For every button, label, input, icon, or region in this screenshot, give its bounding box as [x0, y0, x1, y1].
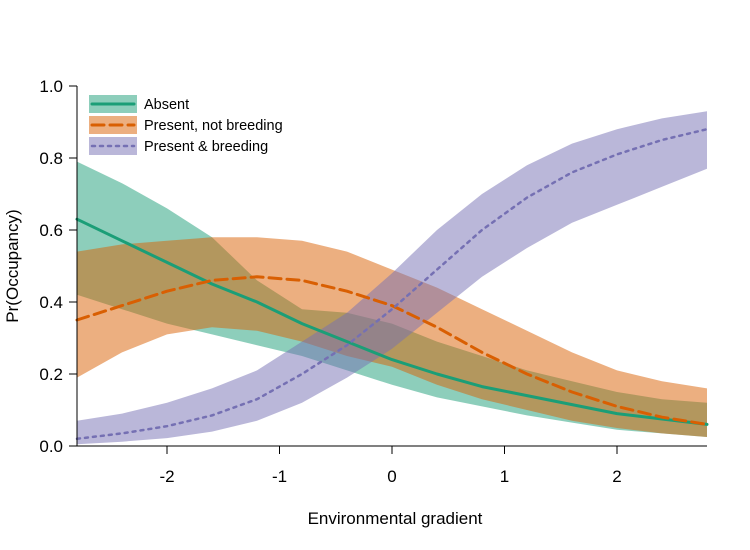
legend-item-present-breeding: Present & breeding	[89, 137, 268, 155]
y-tick-label: 0.4	[39, 293, 63, 312]
y-tick-label: 1.0	[39, 77, 63, 96]
legend-label: Present & breeding	[144, 139, 268, 155]
series-lines	[75, 127, 709, 441]
legend-item-absent: Absent	[89, 95, 189, 113]
y-tick-label: 0.6	[39, 221, 63, 240]
x-tick-label: 0	[387, 467, 396, 486]
x-ticks: -2 -1 0 1 2	[159, 446, 622, 486]
x-tick-label: 2	[612, 467, 621, 486]
y-tick-label: 0.0	[39, 437, 63, 456]
legend-label: Present, not breeding	[144, 118, 283, 134]
legend-item-present-not-breeding: Present, not breeding	[89, 116, 283, 134]
y-tick-label: 0.8	[39, 149, 63, 168]
x-axis-label: Environmental gradient	[308, 509, 483, 528]
line-present-not-breeding	[75, 275, 709, 426]
confidence-bands	[77, 111, 707, 445]
line-present-breeding	[75, 127, 709, 441]
band-present-breeding	[77, 111, 707, 445]
x-tick-label: -1	[272, 467, 287, 486]
line-absent	[75, 217, 709, 426]
legend-swatch	[89, 137, 137, 155]
legend-label: Absent	[144, 97, 189, 113]
legend: Absent Present, not breeding Present & bre…	[89, 95, 283, 155]
y-tick-label: 0.2	[39, 365, 63, 384]
x-tick-label: -2	[159, 467, 174, 486]
y-ticks: 0.0 0.2 0.4 0.6 0.8 1.0	[39, 77, 77, 456]
y-axis-label: Pr(Occupancy)	[3, 209, 22, 322]
axes: -2 -1 0 1 2 0.0 0.2 0.4 0.6 0.8 1.0	[39, 77, 707, 486]
x-tick-label: 1	[500, 467, 509, 486]
